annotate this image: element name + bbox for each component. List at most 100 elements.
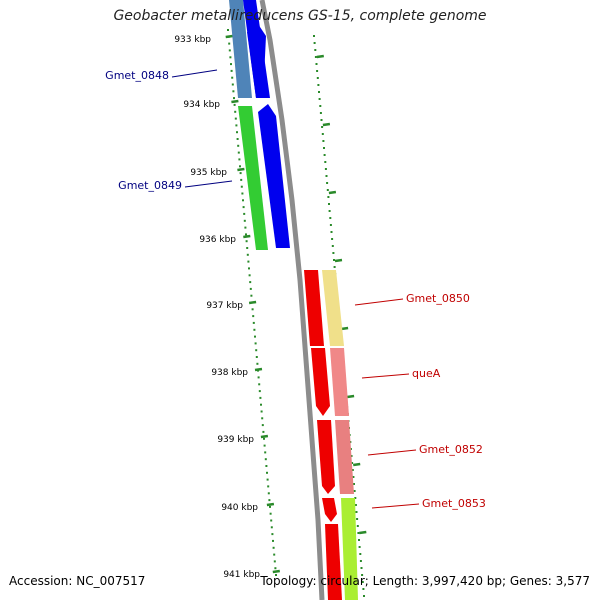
left-tick-dot: [256, 362, 259, 365]
left-tick-dot: [228, 49, 231, 52]
left-tick-dot: [272, 546, 275, 549]
scale-label: 935 kbp: [190, 168, 227, 178]
label-quea[interactable]: queA: [361, 367, 441, 380]
left-tick-dot: [258, 390, 261, 393]
left-tick-dot: [237, 144, 240, 147]
right-tick-dot: [351, 469, 354, 471]
map-title: Geobacter metallireducens GS-15, complet…: [113, 8, 487, 24]
label-gmet-0848-text[interactable]: Gmet_0848: [105, 69, 169, 82]
label-gmet-0852-text[interactable]: Gmet_0852: [419, 443, 483, 456]
left-tick-dot: [227, 29, 229, 31]
label-gmet-0852[interactable]: Gmet_0852: [367, 443, 483, 456]
gene-gmet-0852-cog: [335, 420, 354, 494]
right-tick-dot: [317, 84, 320, 86]
gene-gmet-0849[interactable]: [238, 104, 290, 250]
gene-gmet-0850[interactable]: [304, 270, 344, 346]
right-tick-dot: [323, 154, 326, 156]
right-tick-dot: [323, 147, 325, 149]
right-tick-dot: [325, 175, 328, 177]
gene-next-cds: [325, 524, 342, 600]
topology-text: Topology: circular; Length: 3,997,420 bp…: [260, 574, 590, 588]
right-tick-dot: [316, 77, 319, 79]
left-tick-dot: [233, 103, 236, 106]
left-tick-dot: [230, 69, 233, 72]
left-tick-dot: [261, 424, 264, 427]
right-tick-dot: [326, 189, 329, 191]
right-tick-dot: [363, 595, 365, 597]
left-tick-dot: [247, 260, 250, 263]
right-tick-dot: [319, 112, 322, 114]
label-quea-text[interactable]: queA: [412, 367, 441, 380]
left-tick-dot: [252, 321, 255, 324]
scale-label: 936 kbp: [199, 235, 236, 245]
left-tick-dot: [245, 233, 247, 236]
left-tick-dot: [246, 253, 249, 256]
gene-gmet-0849-cog: [238, 106, 268, 250]
left-tick-dot: [239, 165, 241, 168]
left-tick-dot: [253, 328, 256, 331]
left-tick-dot: [243, 212, 246, 215]
right-tick-dot: [331, 238, 334, 240]
left-tick-dot: [242, 206, 245, 209]
scale-label: 934 kbp: [183, 100, 220, 110]
left-tick-dot: [254, 342, 257, 345]
left-tick-dot: [269, 512, 272, 515]
left-tick-dot: [260, 410, 263, 413]
label-gmet-0850[interactable]: Gmet_0850: [354, 292, 470, 306]
right-tick-dot: [328, 210, 331, 212]
left-tick-dot: [241, 192, 244, 195]
gene-gmet-0853[interactable]: [322, 498, 358, 600]
gene-gmet-0848-cds-arrow: [247, 24, 266, 98]
right-tick-dot: [329, 224, 332, 226]
right-tick-dot: [321, 126, 324, 128]
left-tick-dot: [255, 349, 258, 352]
left-tick-dot: [266, 478, 269, 481]
right-tick-dot: [356, 525, 359, 527]
label-gmet-0848[interactable]: Gmet_0848: [105, 69, 218, 82]
left-tick-dot: [240, 185, 243, 188]
right-tick-dot: [331, 245, 334, 247]
left-tick-dot: [254, 335, 256, 338]
gene-gmet-0848-cog: [229, 0, 252, 98]
left-tick-dot: [240, 178, 243, 181]
label-gmet-0850-text[interactable]: Gmet_0850: [406, 292, 470, 305]
left-tick-dot: [273, 553, 276, 556]
label-gmet-0849[interactable]: Gmet_0849: [118, 179, 233, 192]
right-tick-dot: [330, 231, 333, 233]
left-tick-dot: [232, 90, 235, 93]
right-major-tick: [340, 326, 349, 331]
left-tick-dot: [260, 403, 262, 406]
right-tick-dot: [314, 56, 317, 58]
right-tick-dot: [329, 217, 332, 219]
scale-label: 933 kbp: [174, 35, 211, 45]
right-tick-dot: [351, 462, 354, 464]
right-tick-dot: [326, 182, 329, 184]
left-tick-dot: [250, 294, 253, 297]
left-tick-dot: [245, 240, 248, 243]
accession-text: Accession: NC_007517: [9, 574, 146, 588]
gene-gmet-0850-cds: [304, 270, 324, 346]
right-tick-dot: [353, 483, 355, 485]
right-tick-dot: [360, 567, 363, 569]
left-tick-dot: [249, 287, 252, 290]
left-tick-dot: [270, 519, 273, 522]
major-tick: [248, 300, 257, 305]
gene-gmet-0848[interactable]: [229, 0, 270, 98]
left-tick-dot: [238, 158, 241, 161]
label-gmet-0853-text[interactable]: Gmet_0853: [422, 497, 486, 510]
right-tick-dot: [358, 539, 360, 541]
scale-label: 941 kbp: [223, 570, 260, 580]
label-gmet-0849-text[interactable]: Gmet_0849: [118, 179, 182, 192]
left-tick-dot: [272, 539, 274, 542]
right-tick-dot: [359, 553, 362, 555]
left-tick-dot: [234, 117, 237, 120]
left-tick-dot: [275, 574, 277, 576]
gene-gmet-0853-cog: [341, 498, 358, 600]
right-major-tick: [328, 190, 337, 195]
label-gmet-0853[interactable]: Gmet_0853: [371, 497, 486, 510]
left-tick-dot: [267, 485, 270, 488]
gene-gmet-0852[interactable]: [317, 420, 354, 494]
major-tick: [260, 434, 269, 439]
right-major-tick: [322, 122, 331, 127]
gene-quea[interactable]: [311, 348, 349, 416]
